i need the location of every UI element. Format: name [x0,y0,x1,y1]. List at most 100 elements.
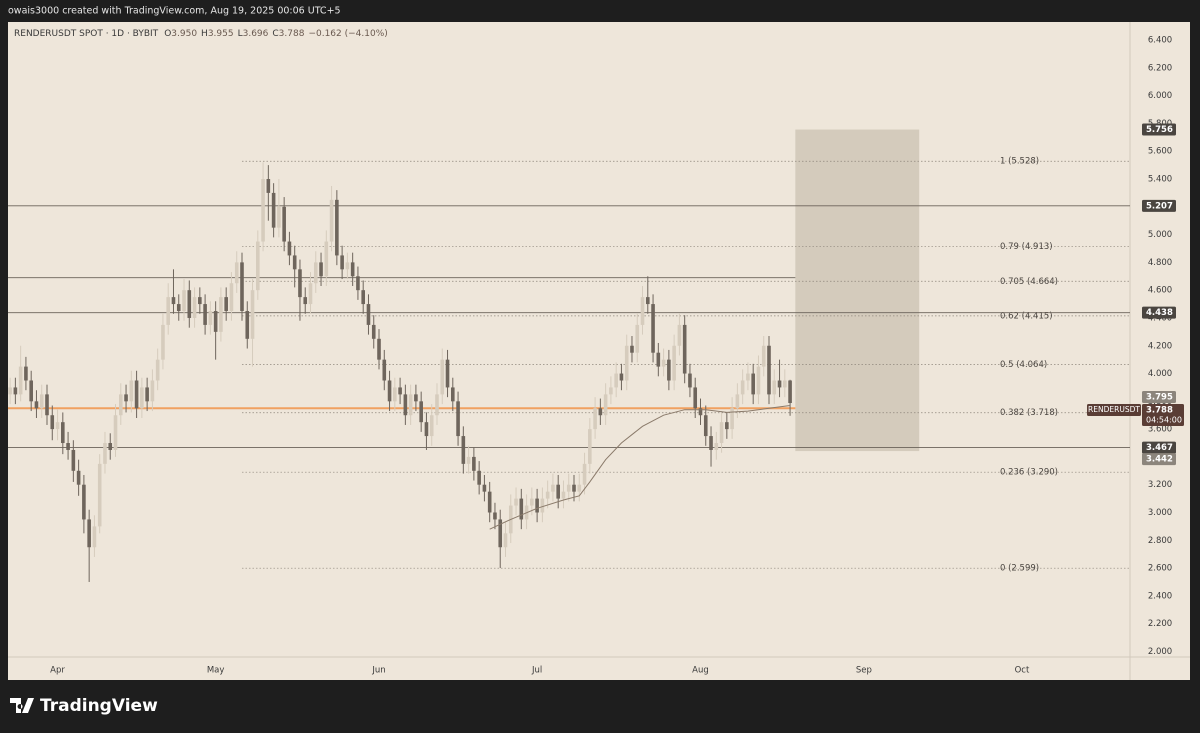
candle-body [282,206,286,242]
candle-body [366,304,371,325]
candle-body [371,324,376,339]
candle-body [134,380,139,409]
level-tag: 3.467 [1146,443,1173,453]
candle-body [719,422,724,444]
x-tick-label: Oct [1015,666,1030,676]
candle-body [129,380,134,402]
candle-body [767,345,771,395]
candle-body [435,394,439,416]
countdown: 04:54:00 [1146,416,1182,425]
candle-body [498,519,503,548]
candle-body [519,498,524,520]
candle-body [155,359,160,381]
candle-body [356,276,360,291]
candle-body [725,422,729,430]
logo-icon [10,698,34,713]
symbol-tag-bg [1087,404,1141,416]
candle-body [303,297,308,305]
candle-body [150,380,155,402]
fib-label: 0.236 (3.290) [1000,468,1058,478]
candle-body [76,470,81,485]
candle-body [319,262,323,277]
candle-body [219,297,223,332]
candle-body [756,366,761,395]
y-tick-label: 3.200 [1148,480,1172,490]
candle-body [335,199,339,256]
candle-body [635,324,640,353]
candle-body [171,297,176,305]
candle-body [292,255,297,270]
x-tick-label: Aug [692,666,709,676]
candle-body [55,422,60,430]
candle-body [582,463,587,485]
candle-body [340,255,344,270]
y-tick-label: 4.800 [1148,258,1172,268]
y-tick-label: 4.000 [1148,369,1172,379]
legend: RENDERUSDT SPOT · 1D · BYBIT O3.950 H3.955… [14,29,388,39]
candle-body [540,498,545,513]
candle-body [345,262,350,270]
x-tick-label: Jun [371,666,385,676]
box-top-tag-bg [1142,123,1176,136]
candle-body [350,262,355,277]
chart-bg [8,22,1190,680]
candle-body [482,484,487,492]
candle-body [108,443,113,450]
candle-body [45,394,49,416]
candle-body [735,394,740,409]
candle-body [651,304,655,353]
candle-body [187,290,192,318]
symbol-tag: RENDERUSDT [1088,405,1140,414]
candle-body [240,262,244,312]
candle-body [556,484,560,499]
candle-body [450,387,455,402]
candle-body [609,387,613,395]
candle-body [682,324,687,374]
candle-body [97,463,102,527]
y-tick-label: 2.000 [1148,647,1172,657]
box-bottom-tag-bg [1142,453,1176,466]
y-tick-label: 2.200 [1148,619,1172,629]
marker-tag-bg [1142,391,1176,404]
candle-body [545,491,550,499]
candle-body [730,408,734,430]
candle-body [50,415,55,430]
candle-body [92,526,97,548]
candle-body [561,491,566,499]
y-tick-label: 3.000 [1148,508,1172,518]
candle-body [71,449,76,471]
candle-body [466,456,471,464]
candle-body [477,470,481,485]
candle-body [456,401,460,437]
y-tick-label: 6.400 [1148,36,1172,46]
candle-body [361,290,366,305]
candle-body [113,415,118,450]
candle-body [429,415,434,437]
candle-body [313,262,318,284]
y-tick-label: 6.000 [1148,91,1172,101]
candle-body [688,373,692,388]
candle-body [624,345,629,381]
candle-body [593,408,597,430]
candle-body [672,345,676,381]
candle-body [377,338,381,360]
candle-body [761,345,766,367]
y-tick-label: 4.200 [1148,341,1172,351]
candle-body [140,387,144,409]
close-tag: 3.788 [1146,406,1173,416]
legend-key: L [238,29,243,39]
candle-body [308,283,313,305]
candle-body [440,359,445,395]
candle-body [614,373,618,388]
candle-body [598,408,603,416]
level-tag-bg [1142,199,1176,212]
fib-label: 0.62 (4.415) [1000,311,1053,321]
level-tag-bg [1142,441,1176,454]
candle-body [176,304,181,312]
candle-body [261,179,265,242]
candle-body [588,429,592,464]
candle-body [82,484,86,520]
candle-body [145,387,149,402]
level-tag: 5.207 [1146,201,1173,211]
candle-body [445,359,450,388]
